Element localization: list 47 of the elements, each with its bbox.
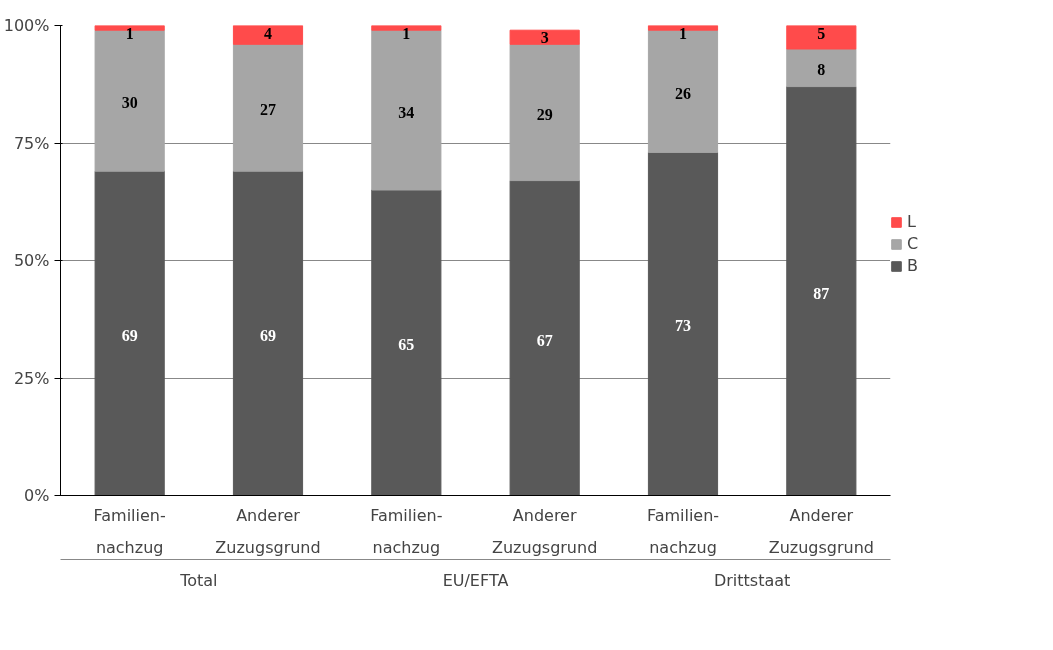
bar	[786, 86, 857, 496]
bar	[232, 170, 304, 496]
text: EU/EFTA	[442, 570, 509, 590]
category-label: Anderer Zuzugsgrund	[492, 505, 598, 557]
data-label: 69	[260, 326, 276, 344]
y-tick-label: 25%	[13, 368, 50, 388]
y-tick-label: 50%	[13, 251, 50, 270]
data-label: 8	[817, 61, 826, 79]
bar	[786, 25, 857, 50]
bar	[94, 170, 165, 496]
y-tick-label: 75%	[13, 133, 50, 153]
data-label: 65	[398, 336, 415, 354]
bar	[232, 43, 304, 172]
data-label: 3	[540, 29, 549, 47]
bar	[94, 29, 165, 172]
data-label: 5	[817, 24, 826, 42]
bar	[647, 29, 719, 153]
y-tick-label: 100%	[3, 16, 50, 35]
data-label: 69	[121, 326, 138, 344]
bar	[371, 189, 442, 496]
category-label: Familien- nachzug	[93, 505, 166, 557]
legend-label: L	[907, 212, 917, 231]
data-label: 27	[260, 101, 276, 119]
bar	[509, 29, 580, 45]
data-label: 87	[813, 284, 830, 302]
bar	[232, 25, 304, 45]
category-label: Anderer Zuzugsgrund	[768, 505, 874, 557]
data-label: 26	[675, 84, 691, 102]
text: Total	[179, 570, 218, 590]
category-label: Anderer Zuzugsgrund	[215, 505, 321, 557]
legend-label: B	[907, 256, 919, 275]
category-label: Familien- nachzug	[370, 505, 443, 557]
data-label: 67	[536, 331, 553, 349]
category-label: Familien- nachzug	[646, 505, 720, 557]
text: Drittstaat	[713, 570, 791, 590]
bar	[509, 43, 580, 182]
y-tick-label: 0%	[24, 486, 50, 505]
data-label: 30	[121, 94, 138, 112]
bar	[371, 29, 442, 191]
bar	[786, 48, 857, 88]
data-label: 34	[398, 103, 415, 121]
bar	[509, 180, 580, 496]
bar	[647, 151, 719, 496]
data-label: 29	[536, 105, 553, 123]
legend-label: C	[907, 234, 920, 253]
data-label: 4	[264, 24, 272, 42]
data-label: 73	[675, 317, 691, 335]
